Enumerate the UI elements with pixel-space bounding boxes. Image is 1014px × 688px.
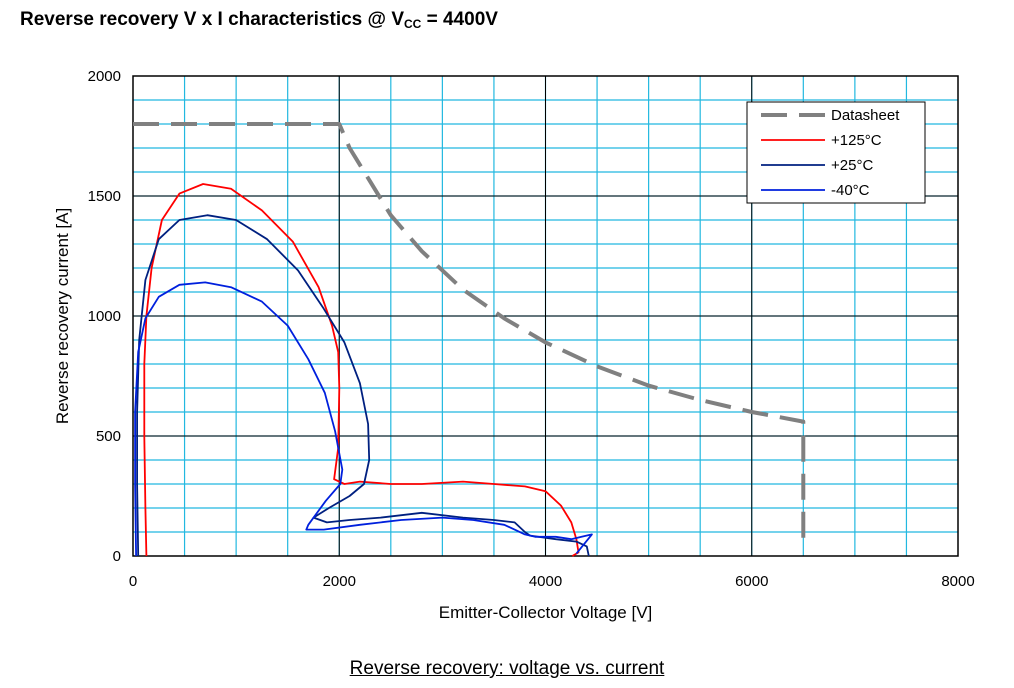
series-line-25-c: [136, 214, 590, 557]
x-tick-label: 2000: [323, 573, 356, 590]
x-tick-label: 0: [129, 573, 137, 590]
y-axis-label: Reverse recovery current [A]: [53, 208, 72, 424]
chart-title-main: Reverse recovery V x I characteristics @…: [20, 9, 404, 30]
legend-box: [746, 101, 926, 204]
x-tick-label: 8000: [941, 573, 974, 590]
y-tick-label: 1000: [88, 308, 121, 325]
figure-caption-text: Reverse recovery: voltage vs. current: [349, 658, 665, 679]
y-tick-label: 500: [96, 428, 121, 445]
x-tick-label: 4000: [529, 573, 562, 590]
series-line-40-c: [134, 281, 593, 557]
chart-title: Reverse recovery V x I characteristics @…: [20, 9, 498, 31]
chart-title-subscript: CC: [404, 17, 422, 31]
figure-caption: Reverse recovery: voltage vs. current: [0, 658, 1014, 680]
series-line-datasheet: [133, 122, 806, 542]
series-layer: [133, 122, 806, 557]
chart-title-suffix: = 4400V: [421, 9, 498, 30]
series-line-125-c: [143, 183, 580, 557]
legend-label: Datasheet: [831, 107, 900, 124]
plot-frame: [132, 75, 959, 557]
y-tick-label: 0: [113, 548, 121, 565]
x-tick-label: 6000: [735, 573, 768, 590]
legend: Datasheet +125°C +25°C -40°C: [746, 101, 926, 204]
y-tick-label: 1500: [88, 188, 121, 205]
x-axis-label: Emitter-Collector Voltage [V]: [439, 603, 653, 622]
chart-svg: 0 2000 4000 6000 8000 0 500 1000 1500 2000 Emitte…: [53, 68, 975, 622]
legend-label: +25°C: [831, 157, 873, 174]
legend-label: +125°C: [831, 132, 882, 149]
y-tick-label: 2000: [88, 68, 121, 85]
tick-layer: 0 2000 4000 6000 8000 0 500 1000 1500 2000: [88, 68, 975, 590]
legend-label: -40°C: [831, 182, 870, 199]
